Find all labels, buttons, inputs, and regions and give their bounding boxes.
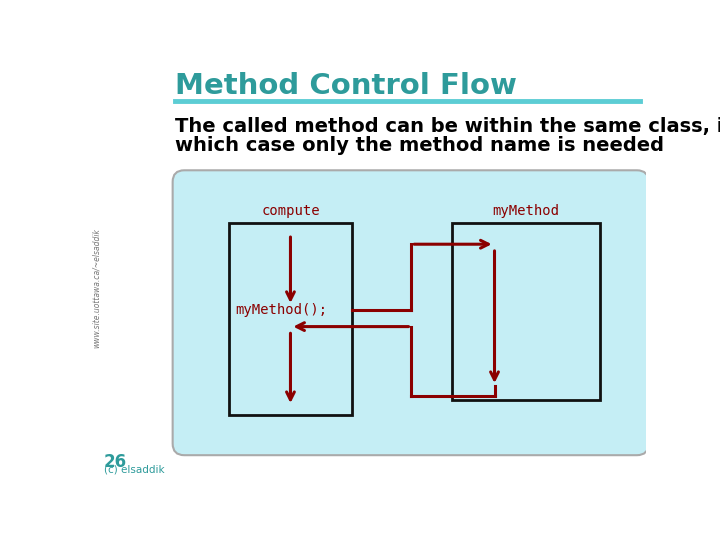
Text: Method Control Flow: Method Control Flow xyxy=(175,72,517,100)
Text: The called method can be within the same class, in: The called method can be within the same… xyxy=(175,117,720,136)
Text: myMethod: myMethod xyxy=(492,204,559,218)
FancyBboxPatch shape xyxy=(173,170,649,455)
Text: www.site.uottawa.ca/~elsaddik: www.site.uottawa.ca/~elsaddik xyxy=(92,228,101,348)
Text: compute: compute xyxy=(261,204,320,218)
Text: (c) elsaddik: (c) elsaddik xyxy=(104,464,165,475)
Text: 26: 26 xyxy=(104,453,127,471)
Text: which case only the method name is needed: which case only the method name is neede… xyxy=(175,137,664,156)
Bar xyxy=(452,222,600,400)
Text: myMethod();: myMethod(); xyxy=(235,302,327,316)
Bar xyxy=(229,222,352,415)
